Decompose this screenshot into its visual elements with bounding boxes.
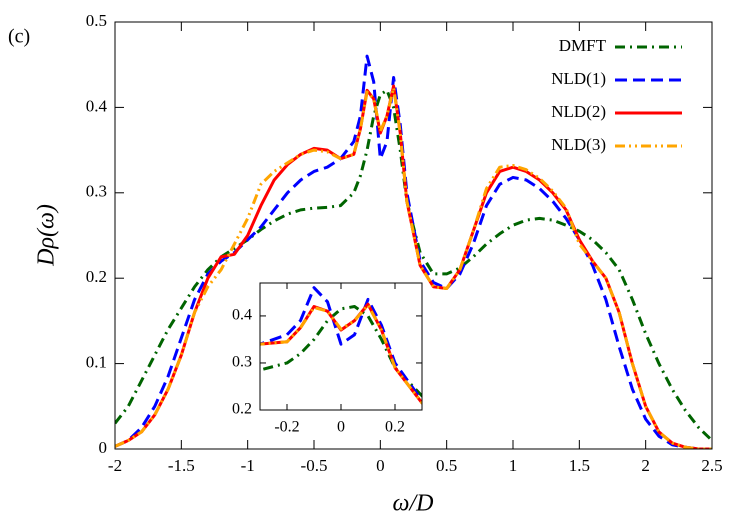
x-tick-label: 0 [337, 419, 345, 436]
y-tick-label: 0.2 [86, 267, 107, 286]
series-line [115, 86, 712, 449]
x-tick-label: 2 [641, 456, 650, 475]
x-tick-label: -0.2 [274, 419, 299, 436]
y-axis-title: Dρ(ω) [34, 204, 60, 267]
x-tick-label: 0.2 [385, 419, 405, 436]
legend-label: NLD(2) [551, 102, 606, 121]
y-tick-label: 0.4 [232, 307, 252, 324]
series-line [260, 286, 422, 403]
inset-background [257, 280, 425, 413]
y-tick-label: 0.3 [86, 182, 107, 201]
x-tick-label: 1 [509, 456, 518, 475]
x-tick-label: 2.5 [701, 456, 722, 475]
y-tick-label: 0.3 [232, 354, 252, 371]
x-tick-label: -2 [108, 456, 122, 475]
series-line [260, 303, 422, 405]
panel-label: (c) [8, 26, 30, 48]
plot-lines [115, 54, 712, 449]
x-axis-title: ω/D [393, 491, 434, 517]
series-line [115, 54, 712, 449]
legend-label: NLD(1) [551, 69, 606, 88]
x-tick-label: -1 [241, 456, 255, 475]
plot-frame [114, 21, 713, 450]
x-tick-label: -1.5 [168, 456, 195, 475]
x-tick-label: 0.5 [436, 456, 457, 475]
x-tick-label: 1.5 [569, 456, 590, 475]
legend-label: NLD(3) [551, 135, 606, 154]
legend-label: DMFT [559, 36, 607, 55]
y-tick-label: 0 [99, 438, 108, 457]
x-tick-label: 0 [376, 456, 385, 475]
y-tick-label: 0.2 [232, 401, 252, 418]
y-tick-label: 0.5 [86, 11, 107, 30]
y-tick-label: 0.1 [86, 353, 107, 372]
x-tick-label: -0.5 [301, 456, 328, 475]
y-tick-label: 0.4 [86, 96, 108, 115]
inset-lines [260, 286, 422, 405]
